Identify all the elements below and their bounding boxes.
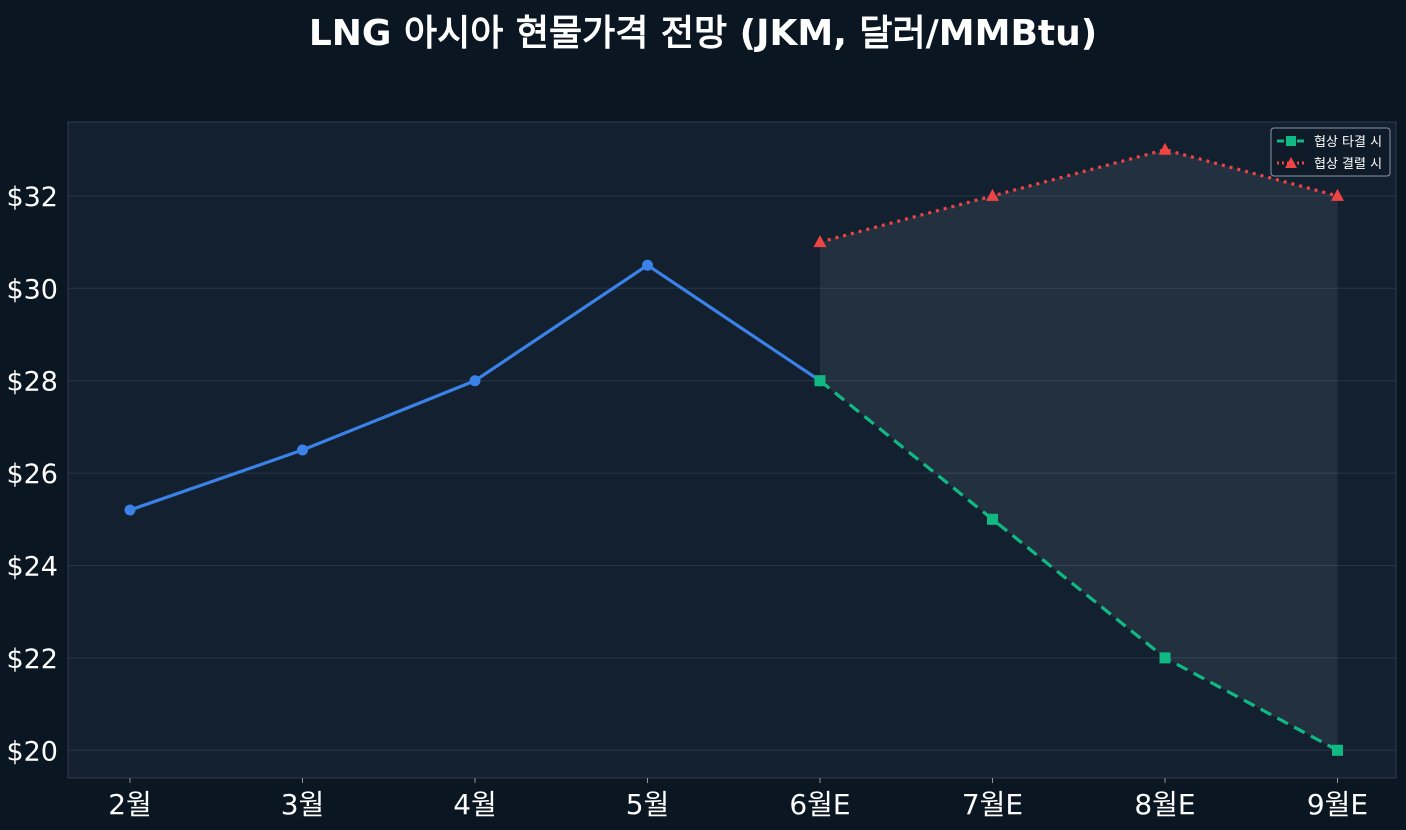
y-tick-label: $26 xyxy=(6,459,58,490)
scenario-band xyxy=(820,149,1338,751)
data-point-deal xyxy=(1332,744,1343,756)
x-tick-label: 3월 xyxy=(281,788,325,821)
data-point-deal xyxy=(814,375,826,387)
legend-marker-nodeal xyxy=(1285,157,1297,168)
chart-title: LNG 아시아 현물가격 전망 (JKM, 달러/MMBtu) xyxy=(308,13,1098,54)
data-point-actual xyxy=(124,504,136,516)
y-tick-label: $24 xyxy=(6,551,58,582)
x-tick-label: 2월 xyxy=(108,788,152,821)
data-point-deal xyxy=(987,513,998,525)
data-point-nodeal xyxy=(986,188,999,201)
y-tick-label: $30 xyxy=(6,274,58,305)
y-tick-label: $20 xyxy=(6,736,58,767)
legend-label-deal: 협상 타결 시 xyxy=(1314,135,1382,150)
legend-label-nodeal: 협상 결렬 시 xyxy=(1314,157,1382,172)
data-point-nodeal xyxy=(813,235,827,248)
x-tick-label: 4월 xyxy=(453,788,497,821)
x-tick-label: 6월E xyxy=(789,788,850,821)
x-tick-label: 5월 xyxy=(626,788,670,821)
y-tick-label: $22 xyxy=(6,644,58,675)
data-point-deal xyxy=(1159,652,1171,664)
legend-marker-deal xyxy=(1286,136,1296,146)
data-point-actual xyxy=(469,375,481,387)
y-tick-label: $32 xyxy=(6,182,58,213)
y-tick-label: $28 xyxy=(6,367,58,398)
series-line-nodeal xyxy=(819,148,1338,244)
x-tick-label: 8월E xyxy=(1134,788,1195,821)
data-point-nodeal xyxy=(1331,188,1344,201)
series-line-deal xyxy=(818,379,1339,752)
plot-area xyxy=(67,121,1397,779)
x-tick-label: 9월E xyxy=(1307,788,1368,821)
data-point-actual xyxy=(642,259,653,271)
x-tick-label: 7월E xyxy=(962,788,1023,821)
data-point-nodeal xyxy=(1158,142,1172,155)
data-point-actual xyxy=(297,444,308,456)
